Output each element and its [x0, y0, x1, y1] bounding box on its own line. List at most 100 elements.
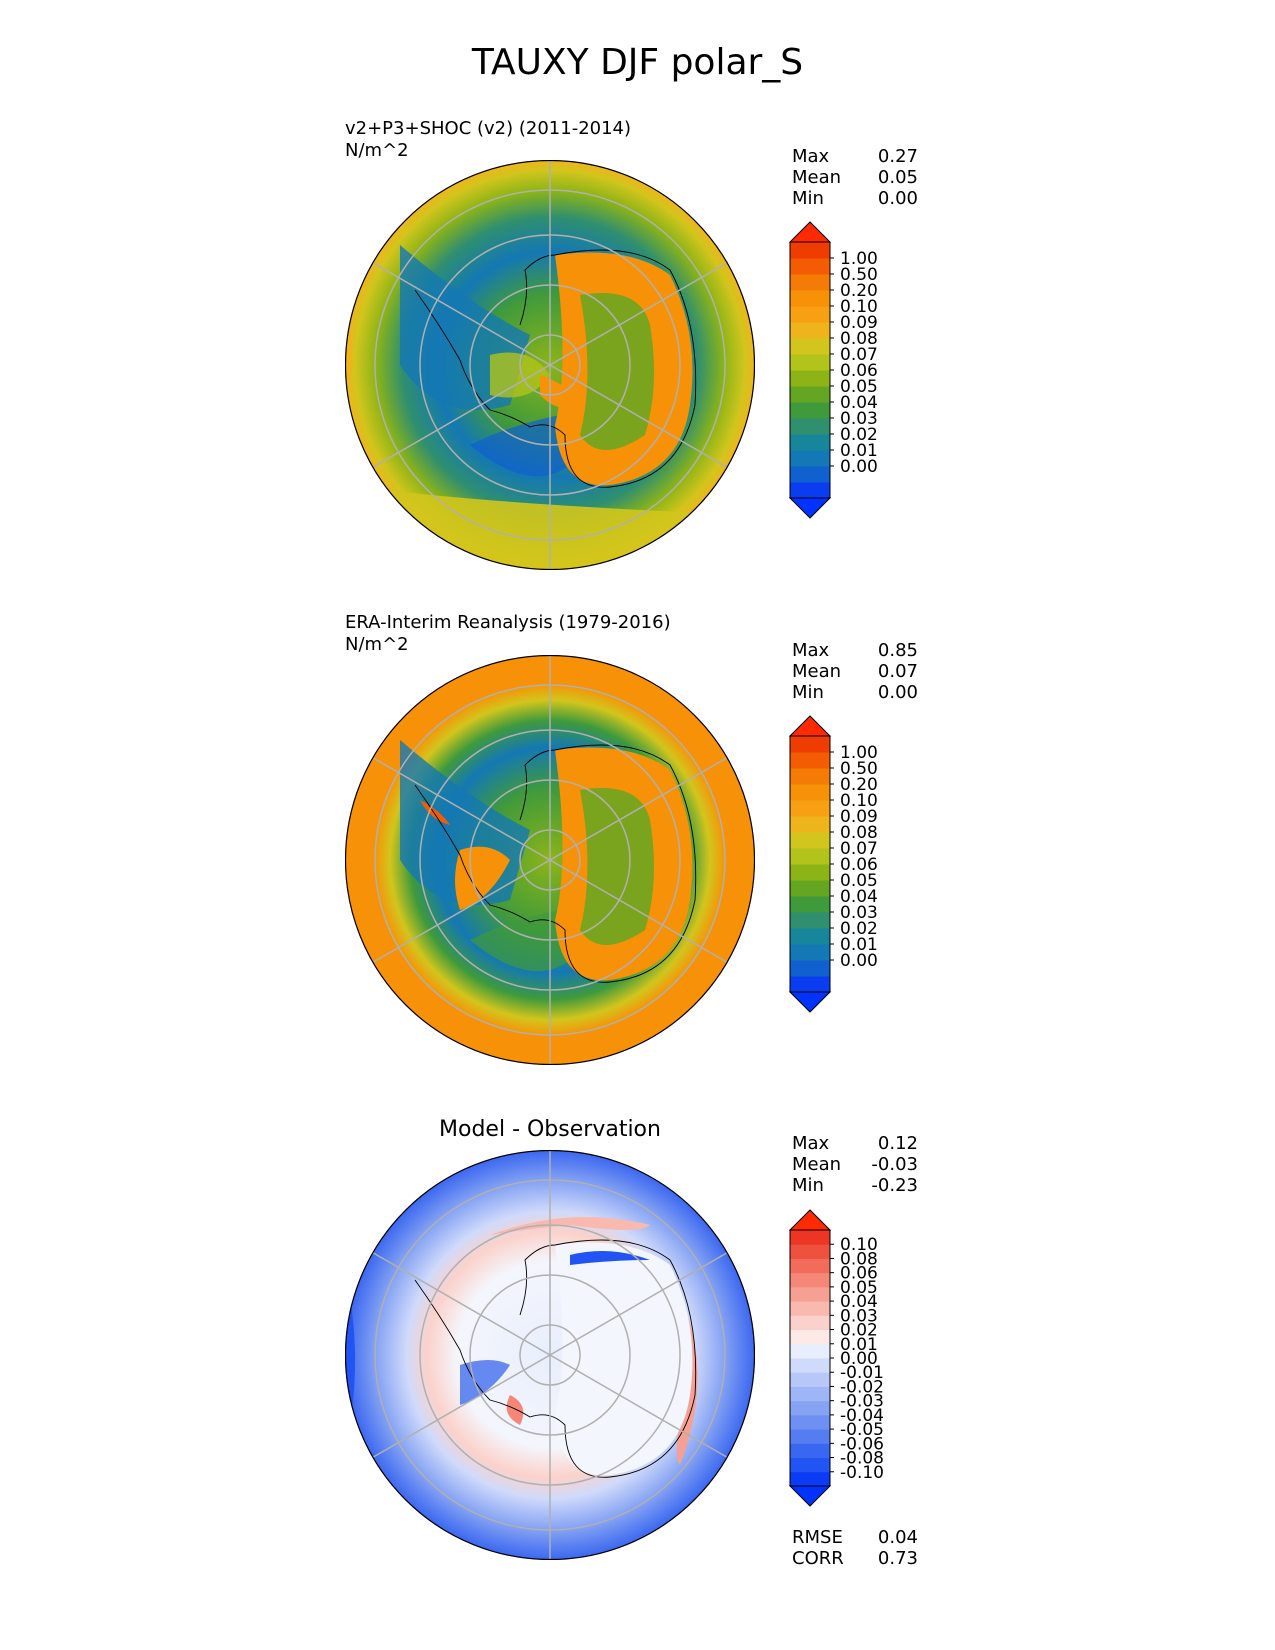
colorbar-bin — [790, 1372, 830, 1387]
colorbar-tick-label: -0.10 — [840, 1463, 884, 1483]
colorbar-bin — [790, 258, 830, 275]
colorbar-under-extension — [788, 991, 832, 1013]
graticule — [372, 160, 728, 570]
panel-3-colorbar: 0.100.080.060.050.040.030.020.010.00-0.0… — [788, 1209, 884, 1507]
coastline — [414, 1239, 697, 1478]
panel-1-min-label: Min — [792, 188, 824, 209]
colorbar-bin — [790, 864, 830, 881]
colorbar-tick-label: 0.04 — [840, 887, 878, 907]
panel-3-rmse-value: 0.04 — [877, 1527, 918, 1548]
colorbar-over-extension — [788, 715, 832, 737]
panel-2-mean-label: Mean — [792, 661, 842, 682]
colorbar-bin — [790, 1400, 830, 1416]
panel-1-polar-map — [345, 160, 755, 570]
colorbar-tick-label: 0.09 — [840, 313, 878, 333]
colorbar-bin — [790, 1443, 830, 1459]
colorbar-bin — [790, 386, 830, 403]
colorbar-bin — [790, 418, 830, 435]
panel-3-rmse-label: RMSE — [792, 1527, 843, 1548]
diff-ring-positive-north — [490, 1217, 650, 1235]
colorbar-bin — [790, 306, 830, 323]
colorbar-tick-label: 0.06 — [840, 361, 878, 381]
colorbar-bin — [790, 816, 830, 833]
colorbar-bin — [790, 768, 830, 785]
colorbar-tick-label: -0.04 — [840, 1406, 884, 1426]
colorbar-bin — [790, 1329, 830, 1345]
colorbar-over-extension — [788, 221, 832, 243]
colorbar-tick-label: -0.08 — [840, 1449, 884, 1469]
colorbar-bin — [790, 784, 830, 801]
colorbar-tick-label: -0.01 — [840, 1363, 884, 1383]
colorbar-tick-label: 0.08 — [840, 1249, 878, 1269]
colorbar-bin — [790, 832, 830, 849]
peninsula-field — [455, 846, 510, 910]
colorbar-bin — [790, 1244, 830, 1259]
colorbar-tick-label: -0.06 — [840, 1434, 884, 1454]
panel-1-min-value: 0.00 — [877, 188, 918, 209]
colorbar-tick-label: 0.01 — [840, 935, 878, 955]
map-boundary — [345, 655, 755, 1065]
colorbar-tick-label: 0.07 — [840, 345, 878, 365]
colorbar-tick-label: -0.05 — [840, 1420, 884, 1440]
colorbar-tick-label: 0.03 — [840, 903, 878, 923]
colorbar-bin — [790, 928, 830, 945]
colorbar-bin — [790, 976, 830, 993]
panel-1-max-value: 0.27 — [877, 146, 918, 167]
colorbar-tick-label: 0.20 — [840, 281, 878, 301]
colorbar-tick-label: 0.05 — [840, 1278, 878, 1298]
colorbar-tick-label: 0.02 — [840, 425, 878, 445]
coastline — [414, 744, 697, 983]
colorbar-tick-label: 0.08 — [840, 823, 878, 843]
colorbar-bin — [790, 1414, 830, 1430]
panel-1-units: N/m^2 — [345, 140, 409, 161]
panel-3-title: Model - Observation — [439, 1117, 661, 1142]
figure-title: TAUXY DJF polar_S — [471, 42, 804, 83]
colorbar-bin — [790, 402, 830, 419]
graticule — [372, 1150, 728, 1560]
colorbar-tick-label: 0.01 — [840, 1335, 878, 1355]
panel-2-max-value: 0.85 — [877, 640, 918, 661]
panel-3-min-value: -0.23 — [871, 1175, 918, 1196]
colorbar-bin — [790, 274, 830, 291]
panel-2-max-label: Max — [792, 640, 830, 661]
antarctic-interior-field — [580, 293, 654, 450]
colorbar-bin — [790, 482, 830, 499]
colorbar-bin — [790, 1258, 830, 1274]
colorbar-tick-label: -0.03 — [840, 1392, 884, 1412]
map-boundary — [345, 1150, 755, 1560]
colorbar-tick-label: 0.04 — [840, 393, 878, 413]
peninsula-field — [490, 352, 550, 398]
colorbar-tick-label: 1.00 — [840, 743, 878, 763]
colorbar-bin — [790, 1301, 830, 1316]
colorbar-bin — [790, 338, 830, 355]
colorbar-bin — [790, 1315, 830, 1331]
colorbar-tick-label: 0.07 — [840, 839, 878, 859]
colorbar-tick-label: 0.00 — [840, 951, 878, 971]
panel-3-mean-label: Mean — [792, 1154, 842, 1175]
panel-1-title: v2+P3+SHOC (v2) (2011-2014) N/m^2 — [345, 118, 631, 162]
colorbar-bin — [790, 370, 830, 387]
antarctic-interior-field — [580, 788, 654, 945]
colorbar-tick-label: 0.10 — [840, 1235, 878, 1255]
panel-3-max-label: Max — [792, 1133, 830, 1154]
colorbar-bin — [790, 848, 830, 865]
colorbar-tick-label: 0.08 — [840, 329, 878, 349]
colorbar-tick-label: 0.00 — [840, 1349, 878, 1369]
panel-2-polar-map — [345, 655, 755, 1065]
colorbar-tick-label: 0.06 — [840, 1264, 878, 1284]
colorbar-bin — [790, 434, 830, 451]
colorbar-tick-label: 0.10 — [840, 297, 878, 317]
diff-peninsula-positive — [506, 1395, 524, 1425]
panel-2-mean-value: 0.07 — [877, 661, 918, 682]
colorbar-bin — [790, 1457, 830, 1473]
map-boundary — [345, 160, 755, 570]
panel-2-min-label: Min — [792, 682, 824, 703]
colorbar-tick-label: 0.20 — [840, 775, 878, 795]
colorbar-tick-label: 0.04 — [840, 1292, 878, 1312]
panel-3-mean-value: -0.03 — [871, 1154, 918, 1175]
panel-1-mean-label: Mean — [792, 167, 842, 188]
colorbar-bin — [790, 354, 830, 371]
colorbar-bin — [790, 290, 830, 307]
colorbar-tick-label: 0.50 — [840, 759, 878, 779]
panel-3-corr-label: CORR — [792, 1548, 844, 1569]
